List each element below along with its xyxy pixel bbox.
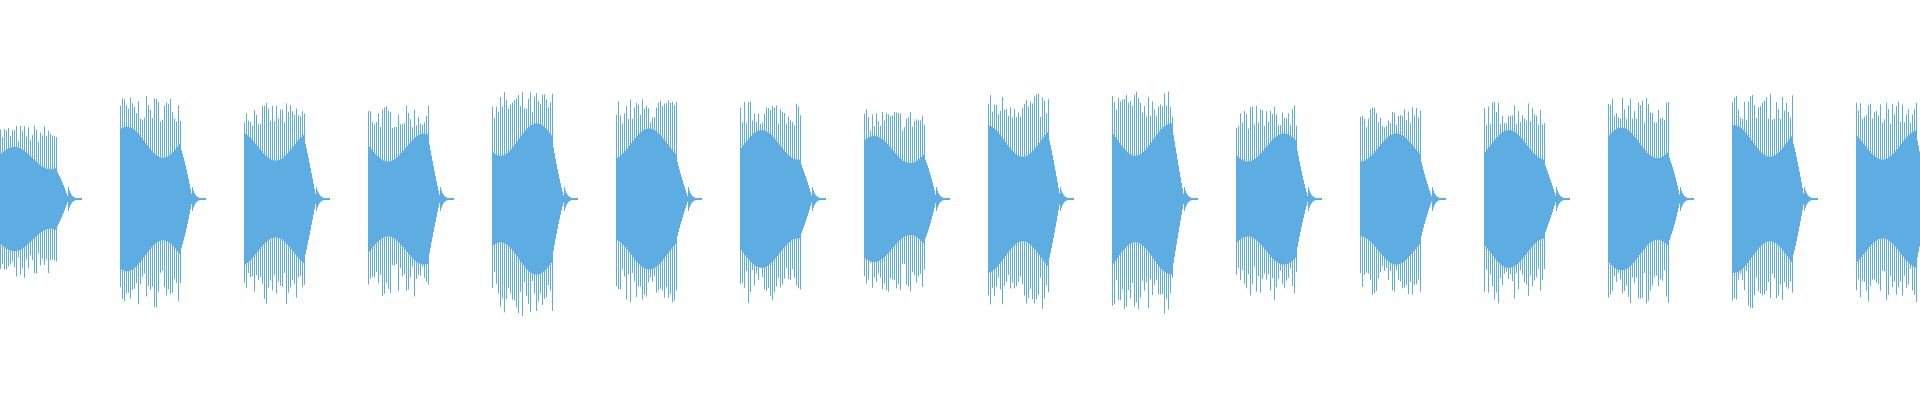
waveform-burst [740,101,826,304]
waveform-burst [1484,101,1570,304]
waveform-burst [1112,91,1198,314]
waveform-samples [740,101,826,304]
waveform-samples [492,92,578,316]
waveform-burst [1732,93,1818,309]
waveform-samples [1856,101,1920,303]
waveform-samples [368,105,454,297]
waveform-samples [1732,93,1818,309]
waveform-burst [864,109,950,292]
waveform-burst [616,99,702,303]
waveform-burst [1856,101,1920,303]
waveform-burst [492,92,578,316]
waveform-samples [120,95,206,308]
waveform-samples [244,103,330,305]
waveform-samples [1236,105,1322,301]
waveform-burst [368,105,454,297]
waveform-samples [1360,107,1446,295]
waveform-samples [616,99,702,303]
waveform-burst [1236,105,1322,301]
waveform-samples [0,125,82,278]
waveform-burst [0,125,82,278]
waveform-burst [1360,107,1446,295]
waveform-burst [988,93,1074,309]
waveform-burst [244,103,330,305]
waveform-samples [1608,97,1694,304]
waveform-burst [1608,97,1694,304]
waveform-burst [120,95,206,308]
waveform-samples [988,93,1074,309]
waveform-samples [1484,101,1570,304]
waveform-samples [1112,91,1198,314]
waveform-samples [864,109,950,292]
